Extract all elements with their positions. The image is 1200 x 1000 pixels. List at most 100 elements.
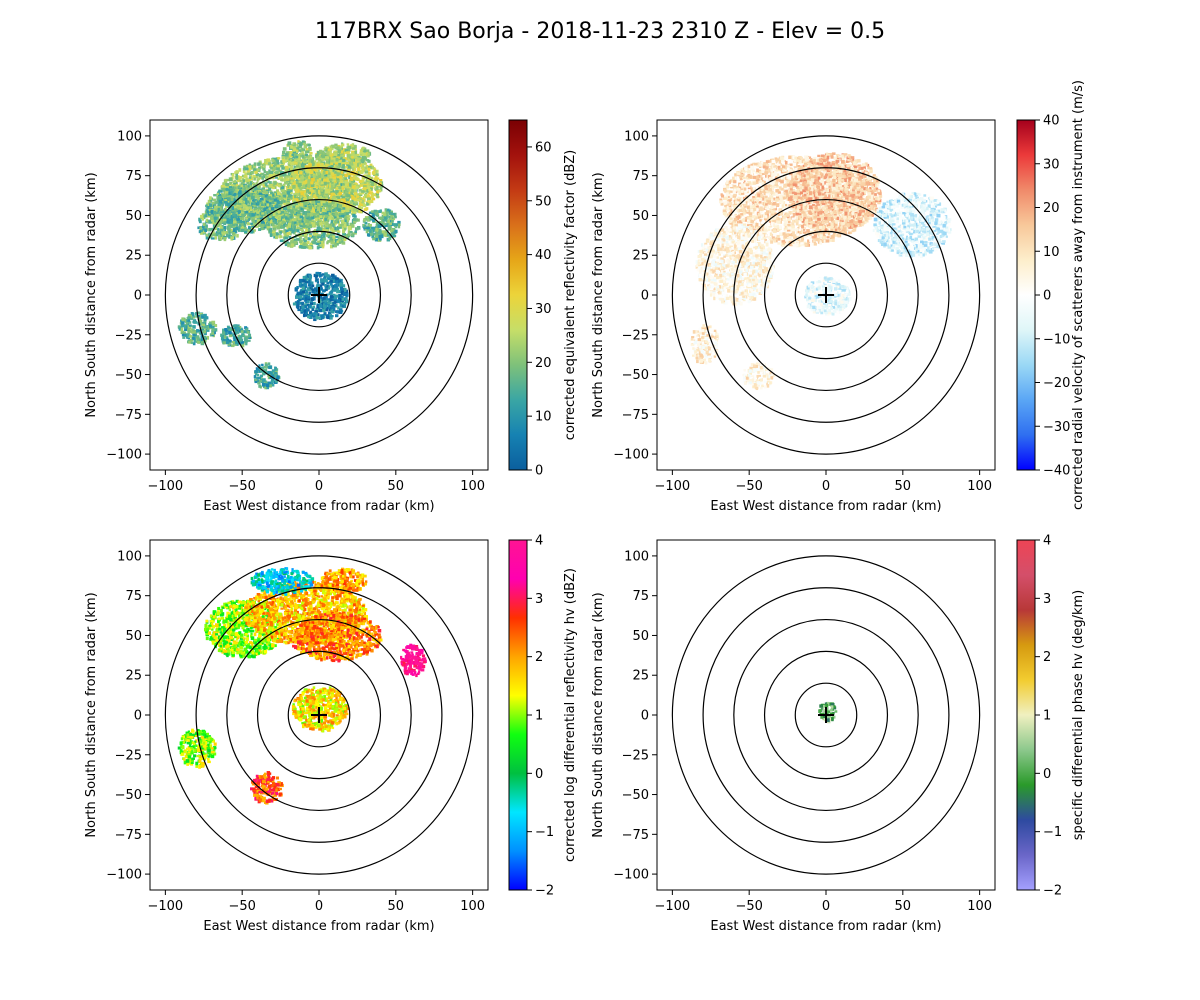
echo-pixel [337,208,341,212]
echo-pixel [379,216,383,221]
echo-pixel [332,244,336,248]
echo-pixel [295,180,299,185]
echo-pixel [318,304,323,308]
echo-pixel [338,282,343,287]
echo-pixel [305,184,308,188]
echo-pixel [303,184,307,188]
echo-pixel [328,202,332,207]
echo-pixel [326,207,330,210]
echo-pixel [288,213,292,216]
echo-pixel [226,233,229,238]
echo-pixel [314,184,318,187]
echo-pixel [259,217,263,220]
echo-pixel [355,171,359,176]
echo-pixel [225,188,229,191]
echo-pixel [248,176,252,179]
echo-pixel [258,202,262,207]
echo-pixel [308,291,312,295]
echo-pixel [221,184,224,188]
echo-pixel [302,178,306,182]
echo-pixel [308,313,312,317]
echo-pixel [187,318,191,322]
echo-pixel [272,211,276,214]
echo-pixel [297,171,301,174]
echo-pixel [280,215,284,219]
echo-pixel [311,284,315,288]
echo-pixel [374,211,379,216]
echo-pixel [317,316,321,320]
echo-pixel [277,191,281,196]
echo-pixel [244,230,248,234]
echo-pixel [314,162,318,166]
echo-pixel [219,228,224,232]
echo-pixel [250,174,253,179]
echo-pixel [286,191,290,195]
echo-pixel [293,225,297,228]
echo-pixel [299,196,303,200]
echo-pixel [250,229,254,233]
echo-pixel [255,182,259,186]
echo-pixel [386,215,389,219]
echo-pixel [392,234,397,237]
echo-pixel [282,166,286,170]
echo-pixel [348,159,352,163]
echo-pixel [242,223,247,228]
echo-pixel [260,220,265,225]
echo-pixel [291,236,294,241]
echo-pixel [323,165,328,169]
echo-pixel [303,239,307,243]
echo-pixel [371,234,375,239]
echo-pixel [264,182,268,187]
echo-pixel [250,203,254,208]
echo-pixel [240,330,244,333]
echo-pixel [185,335,189,339]
echo-pixel [294,201,298,206]
echo-pixel [253,183,257,187]
echo-pixel [201,225,205,229]
echo-pixel [240,341,244,344]
echo-pixel [211,201,215,205]
echo-pixel [326,202,331,206]
echo-pixel [342,227,346,232]
echo-pixel [246,168,251,173]
echo-pixel [276,196,280,200]
echo-pixel [311,307,315,312]
echo-pixel [207,205,210,210]
echo-pixel [218,212,221,216]
echo-pixel [270,204,274,208]
echo-pixel [201,217,205,221]
echo-pixel [253,168,257,171]
echo-pixel [339,303,343,306]
echo-pixel [263,170,266,174]
echo-pixel [270,223,274,227]
echo-pixel [323,209,327,212]
echo-pixel [181,321,185,325]
echo-pixel [339,223,343,227]
echo-pixel [306,223,310,227]
echo-pixel [386,234,390,237]
echo-pixel [213,226,217,231]
echo-pixel [315,271,319,275]
echo-pixel [353,187,358,191]
echo-pixel [324,162,327,165]
echo-pixel [234,171,237,174]
echo-pixel [247,187,250,191]
echo-pixel [226,210,230,215]
echo-pixel [374,234,378,238]
echo-pixel [375,188,378,192]
echo-pixel [308,246,313,250]
echo-pixel [381,215,386,219]
echo-pixel [327,204,332,208]
echo-pixel [285,181,289,185]
echo-pixel [314,164,318,168]
echo-pixel [303,192,307,196]
echo-pixel [310,167,314,171]
echo-pixel [316,278,319,282]
echo-pixel [213,216,217,220]
echo-pixel [345,212,349,216]
echo-pixel [307,168,312,172]
echo-pixel [304,294,308,299]
echo-pixel [332,235,336,239]
echo-pixel [309,200,312,204]
echo-pixel [368,215,372,220]
